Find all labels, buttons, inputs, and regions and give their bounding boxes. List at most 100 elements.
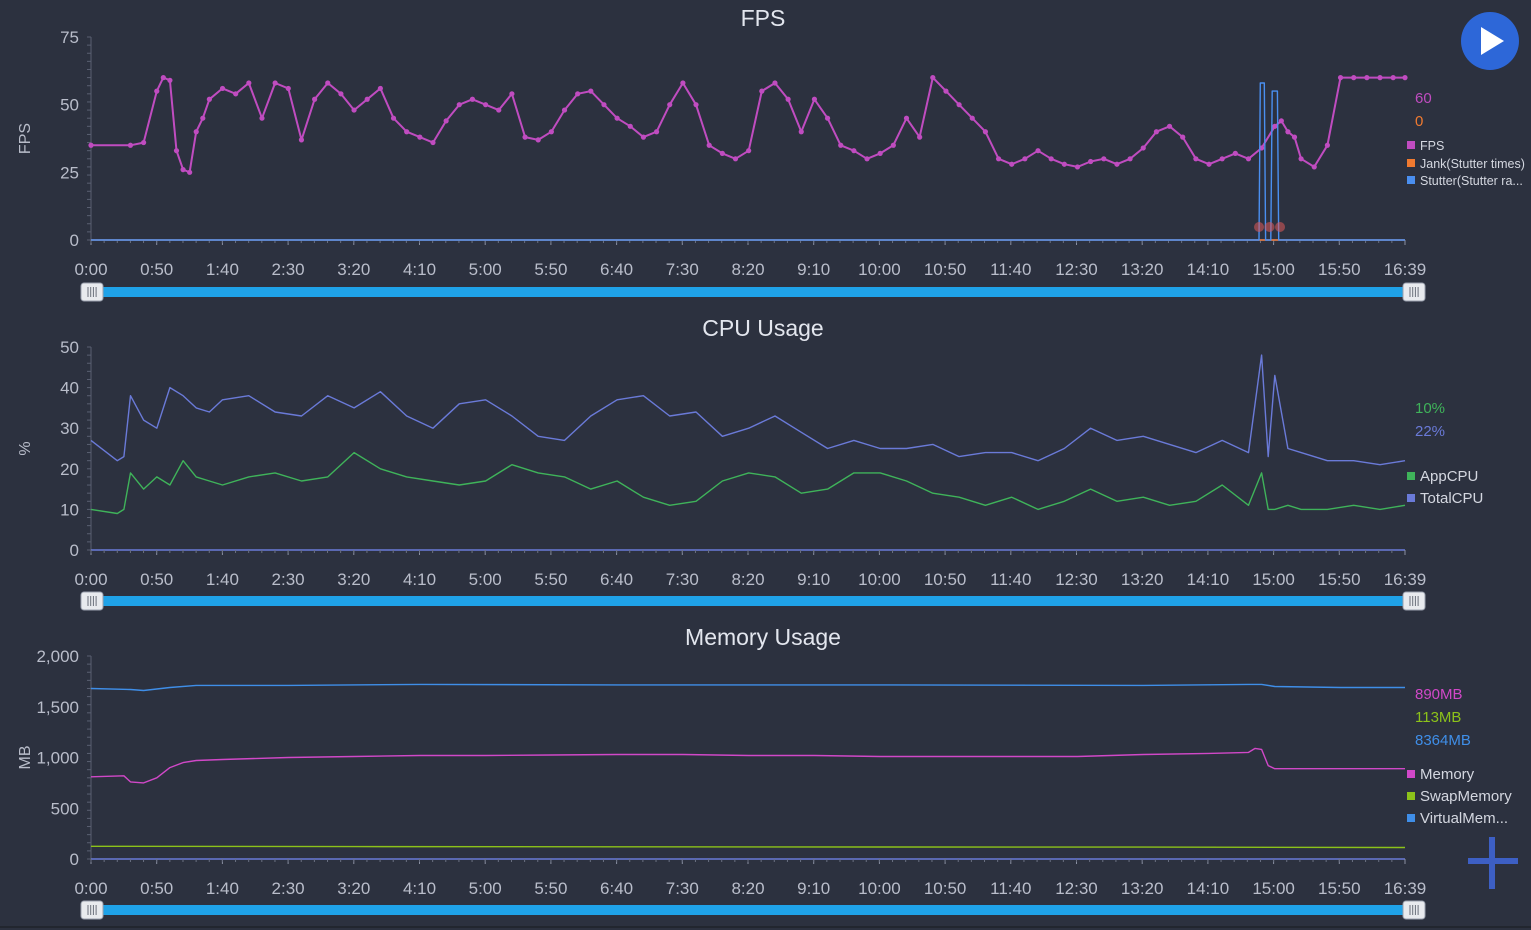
fps-point bbox=[1193, 156, 1199, 162]
fps-point bbox=[1377, 75, 1383, 81]
handle-body[interactable] bbox=[1402, 900, 1426, 920]
current-value: 890MB bbox=[1415, 686, 1463, 703]
x-tick-label: 1:40 bbox=[206, 570, 239, 589]
y-tick-label: 30 bbox=[60, 419, 79, 438]
legend-item[interactable]: Stutter(Stutter ra... bbox=[1407, 174, 1523, 188]
fps-point bbox=[338, 91, 344, 97]
play-icon bbox=[1481, 27, 1504, 55]
fps-point bbox=[509, 91, 515, 97]
x-tick-label: 3:20 bbox=[337, 879, 370, 898]
slider-handle-left[interactable] bbox=[80, 900, 104, 920]
x-tick-label: 8:20 bbox=[731, 260, 764, 279]
x-tick-label: 10:50 bbox=[924, 260, 967, 279]
legend-item[interactable]: FPS bbox=[1407, 139, 1444, 153]
handle-body[interactable] bbox=[1402, 282, 1426, 302]
slider-handle-right[interactable] bbox=[1402, 900, 1426, 920]
x-tick-label: 11:40 bbox=[990, 570, 1031, 589]
slider-track[interactable] bbox=[96, 596, 1406, 606]
fps-point bbox=[180, 167, 186, 173]
x-tick-label: 0:00 bbox=[74, 570, 107, 589]
handle-body[interactable] bbox=[1402, 591, 1426, 611]
x-tick-label: 6:40 bbox=[600, 260, 633, 279]
fps-point bbox=[1153, 129, 1160, 135]
legend-label: SwapMemory bbox=[1420, 788, 1512, 805]
x-tick-label: 0:00 bbox=[74, 260, 107, 279]
fps-point bbox=[496, 107, 502, 113]
legend-item[interactable]: AppCPU bbox=[1407, 468, 1478, 485]
fps-point bbox=[312, 96, 318, 102]
fps-point bbox=[1206, 161, 1212, 167]
fps-point bbox=[351, 107, 357, 113]
series-line-memory bbox=[90, 747, 1405, 784]
legend-item[interactable]: SwapMemory bbox=[1407, 788, 1512, 805]
x-tick-label: 3:20 bbox=[337, 260, 370, 279]
fps-point bbox=[851, 148, 857, 154]
add-chart-button[interactable] bbox=[1468, 837, 1518, 889]
fps-point bbox=[575, 91, 581, 97]
x-tick-label: 16:39 bbox=[1384, 260, 1427, 279]
play-button[interactable] bbox=[1461, 12, 1519, 70]
fps-point bbox=[640, 134, 647, 140]
time-range-slider[interactable] bbox=[80, 282, 1426, 302]
y-tick-label: 2,000 bbox=[36, 647, 79, 666]
fps-point bbox=[1351, 75, 1357, 81]
fps-point bbox=[982, 129, 989, 135]
x-tick-label: 10:00 bbox=[858, 570, 901, 589]
y-tick-label: 0 bbox=[70, 231, 79, 250]
fps-point bbox=[1035, 148, 1041, 154]
fps-point bbox=[1364, 75, 1370, 81]
y-axis-label: FPS bbox=[17, 123, 34, 154]
chart-title: Memory Usage bbox=[685, 624, 841, 650]
legend-item[interactable]: Memory bbox=[1407, 766, 1475, 783]
legend-swatch bbox=[1407, 792, 1415, 800]
y-axis-label: MB bbox=[17, 746, 34, 770]
handle-body[interactable] bbox=[80, 282, 104, 302]
slider-track[interactable] bbox=[96, 287, 1406, 297]
fps-point bbox=[390, 115, 397, 121]
legend-label: AppCPU bbox=[1420, 468, 1478, 485]
slider-handle-right[interactable] bbox=[1402, 591, 1426, 611]
slider-handle-left[interactable] bbox=[80, 591, 104, 611]
fps-point bbox=[167, 77, 173, 83]
slider-handle-left[interactable] bbox=[80, 282, 104, 302]
legend-label: VirtualMem... bbox=[1420, 810, 1508, 827]
legend-item[interactable]: TotalCPU bbox=[1407, 490, 1483, 507]
legend-item[interactable]: Jank(Stutter times) bbox=[1407, 157, 1525, 171]
current-value: 10% bbox=[1415, 400, 1445, 417]
fps-point bbox=[811, 96, 818, 102]
fps-point bbox=[1278, 118, 1284, 124]
fps-point bbox=[233, 91, 239, 97]
handle-body[interactable] bbox=[80, 591, 104, 611]
x-tick-label: 6:40 bbox=[600, 879, 633, 898]
fps-point bbox=[160, 75, 166, 81]
fps-point bbox=[1166, 123, 1173, 129]
legend-swatch bbox=[1407, 770, 1415, 778]
current-value: 113MB bbox=[1415, 709, 1461, 726]
fps-point bbox=[732, 156, 739, 162]
x-tick-label: 15:00 bbox=[1252, 570, 1295, 589]
x-tick-label: 5:50 bbox=[534, 260, 567, 279]
x-tick-label: 2:30 bbox=[272, 879, 305, 898]
fps-point bbox=[1022, 156, 1028, 162]
handle-body[interactable] bbox=[80, 900, 104, 920]
fps-point bbox=[173, 148, 180, 154]
x-tick-label: 15:00 bbox=[1252, 879, 1295, 898]
time-range-slider[interactable] bbox=[80, 900, 1426, 920]
x-tick-label: 15:00 bbox=[1252, 260, 1295, 279]
fps-point bbox=[206, 96, 212, 102]
y-tick-label: 40 bbox=[60, 379, 79, 398]
fps-point bbox=[417, 134, 423, 140]
slider-handle-right[interactable] bbox=[1402, 282, 1426, 302]
x-tick-label: 9:10 bbox=[797, 879, 830, 898]
fps-point bbox=[680, 80, 686, 86]
slider-track[interactable] bbox=[96, 905, 1406, 915]
fps-point bbox=[838, 142, 844, 148]
legend-item[interactable]: VirtualMem... bbox=[1407, 810, 1508, 827]
fps-point bbox=[561, 107, 568, 113]
series-line-virtualmem bbox=[90, 683, 1405, 692]
fps-point bbox=[1298, 156, 1304, 162]
fps-point bbox=[995, 156, 1002, 162]
time-range-slider[interactable] bbox=[80, 591, 1426, 611]
fps-point bbox=[522, 134, 528, 140]
x-tick-label: 8:20 bbox=[731, 879, 764, 898]
